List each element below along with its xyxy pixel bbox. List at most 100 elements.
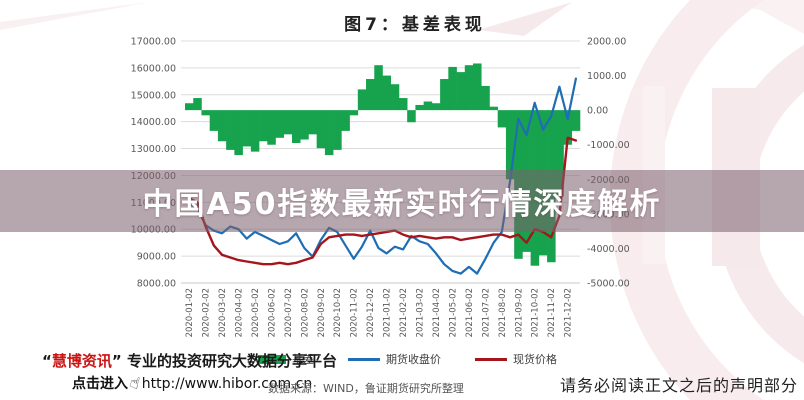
basis-bar — [226, 110, 235, 150]
basis-bar — [242, 110, 252, 147]
basis-bar — [185, 103, 194, 111]
basis-bar — [283, 110, 293, 135]
x-axis-label: 2020-11-02 — [350, 288, 360, 337]
right-axis-tick-label: 0.00 — [587, 106, 608, 117]
basis-bar — [357, 89, 367, 111]
x-axis-label: 2020-02-02 — [202, 288, 212, 337]
basis-bar — [563, 110, 573, 145]
basis-bar — [448, 66, 457, 111]
x-axis-label: 2021-12-02 — [564, 288, 574, 337]
right-axis-tick-label: -1000.00 — [587, 140, 630, 151]
disclaimer-text: 请务必阅读正文之后的声明部分 — [559, 376, 798, 395]
basis-bar — [275, 110, 285, 138]
basis-bar — [407, 110, 416, 123]
right-axis-tick-label: 2000.00 — [587, 37, 626, 48]
hibor-url-link[interactable]: http://www.hibor.com.cn — [141, 376, 313, 392]
x-axis-label: 2020-12-02 — [366, 288, 376, 337]
x-axis-label: 2020-03-02 — [218, 288, 228, 337]
left-axis-tick-label: 16000.00 — [131, 63, 176, 74]
basis-bar — [308, 110, 317, 135]
basis-bar — [217, 110, 227, 142]
x-axis-label: 2021-06-02 — [465, 288, 475, 337]
legend-basis-label: 基差 — [292, 353, 314, 366]
basis-bar — [341, 110, 350, 131]
basis-bar — [259, 110, 268, 142]
basis-bar — [415, 104, 424, 111]
chart-title: 图7：基差表现 — [344, 15, 486, 35]
brand-tagline: 专业的投资研究大数据分享平台 — [126, 352, 337, 370]
left-axis-tick-label: 9000.00 — [137, 252, 176, 263]
x-axis-label: 2020-09-02 — [317, 288, 327, 337]
hibor-brand-line: “慧博资讯” 专业的投资研究大数据分享平台 — [42, 350, 337, 371]
basis-bar — [464, 65, 474, 111]
datasource-note: 数据来源：WIND，鲁证期货研究所整理 — [268, 382, 464, 395]
right-axis-tick-label: -4000.00 — [587, 244, 630, 255]
left-axis-tick-label: 13000.00 — [131, 144, 176, 155]
basis-bar — [555, 110, 564, 197]
basis-bar — [505, 110, 515, 180]
headline-overlay-banner: 中国A50指数最新实时行情深度解析 — [0, 170, 804, 232]
basis-bar — [382, 75, 392, 111]
basis-swatch-icon — [258, 354, 286, 364]
hibor-link-line: 点击进入☝http://www.hibor.com.cn — [72, 372, 313, 393]
basis-bar — [300, 110, 309, 140]
x-axis-label: 2020-07-02 — [284, 288, 294, 337]
basis-bar — [291, 110, 301, 143]
legend-item-basis: 基差 — [258, 351, 314, 367]
x-axis-label: 2021-01-02 — [383, 288, 393, 337]
basis-bar — [250, 110, 260, 152]
x-axis-label: 2021-08-02 — [498, 288, 508, 337]
brand-close-quote: ” — [111, 352, 122, 370]
x-axis-label: 2021-09-02 — [514, 288, 524, 337]
basis-bar — [423, 101, 433, 111]
basis-bar — [440, 79, 449, 111]
x-axis-label: 2021-03-02 — [416, 288, 426, 337]
basis-bar — [497, 110, 507, 128]
legend-item-spot: 现货价格 — [475, 351, 557, 367]
right-axis-tick-label: 1000.00 — [587, 71, 626, 82]
x-axis-label: 2021-05-02 — [448, 288, 458, 337]
brand-open-quote: “ — [42, 352, 52, 370]
basis-bar — [234, 110, 243, 156]
basis-bar — [398, 98, 408, 111]
basis-bar — [571, 110, 581, 131]
futures-swatch-icon — [348, 357, 380, 361]
basis-bar — [481, 85, 490, 111]
x-axis-label: 2020-05-02 — [251, 288, 261, 337]
basis-bar — [316, 110, 326, 149]
basis-bar — [193, 98, 202, 111]
headline-text: 中国A50指数最新实时行情深度解析 — [142, 187, 662, 222]
basis-bar — [267, 110, 276, 145]
chart-legend: 基差 期货收盘价 现货价格 — [258, 351, 557, 367]
x-axis-label: 2020-08-02 — [300, 288, 310, 337]
basis-bar — [456, 72, 466, 111]
x-axis-label: 2020-06-02 — [267, 288, 277, 337]
basis-bar — [209, 110, 219, 131]
x-axis-label: 2021-07-02 — [481, 288, 491, 337]
x-axis-label: 2020-01-02 — [185, 288, 195, 337]
basis-bar — [324, 110, 334, 156]
hibor-brand-name: 慧博资讯 — [51, 352, 112, 370]
basis-bar — [349, 110, 359, 116]
left-axis-tick-label: 8000.00 — [137, 279, 176, 290]
x-axis-label: 2021-11-02 — [547, 288, 557, 337]
x-axis-label: 2020-10-02 — [333, 288, 343, 337]
basis-bar — [473, 63, 482, 111]
legend-spot-label: 现货价格 — [513, 353, 557, 366]
spot-price-line — [187, 136, 578, 266]
right-axis-tick-label: -5000.00 — [587, 279, 630, 290]
left-axis-tick-label: 17000.00 — [131, 37, 176, 48]
legend-item-futures: 期货收盘价 — [348, 351, 441, 367]
x-axis-label: 2021-04-02 — [432, 288, 442, 337]
click-enter-label: 点击进入 — [72, 376, 128, 392]
basis-bar — [201, 110, 210, 116]
left-axis-tick-label: 15000.00 — [131, 90, 176, 101]
spot-swatch-icon — [475, 357, 507, 361]
left-axis-tick-label: 14000.00 — [131, 117, 176, 128]
basis-bar — [374, 65, 383, 111]
legend-futures-label: 期货收盘价 — [386, 353, 441, 366]
x-axis-label: 2021-10-02 — [531, 288, 541, 337]
x-axis-label: 2020-04-02 — [234, 288, 244, 337]
basis-bar — [489, 106, 499, 111]
